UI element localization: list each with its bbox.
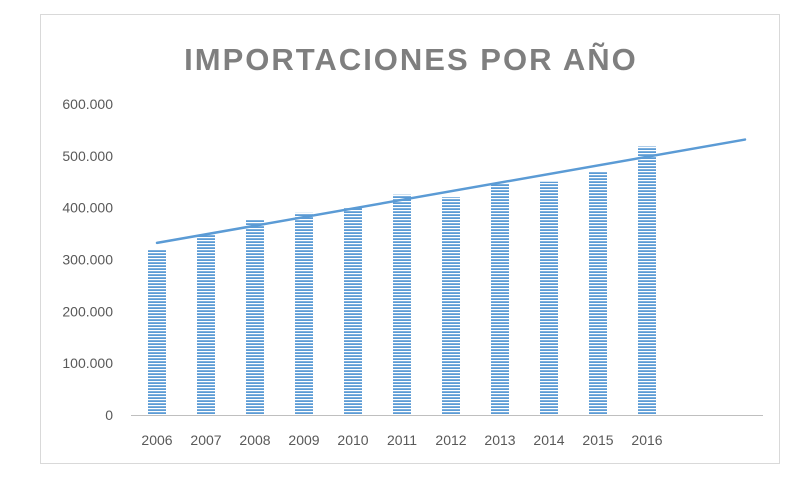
- bar: [589, 171, 607, 415]
- bar: [148, 249, 166, 415]
- x-tick-label: 2016: [631, 432, 662, 448]
- bar: [540, 181, 558, 415]
- bar: [442, 197, 460, 415]
- bar: [393, 194, 411, 415]
- bar: [246, 219, 264, 415]
- x-tick-label: 2007: [190, 432, 221, 448]
- bar: [197, 234, 215, 415]
- bar: [344, 207, 362, 415]
- x-tick-label: 2015: [582, 432, 613, 448]
- x-tick-label: 2006: [141, 432, 172, 448]
- y-axis-ticks: 0 100.000 200.000 300.000 400.000 500.000 600.…: [62, 96, 113, 423]
- bar-series: [148, 146, 656, 415]
- y-tick-label: 400.000: [62, 200, 113, 216]
- y-tick-label: 100.000: [62, 355, 113, 371]
- bar: [491, 183, 509, 415]
- x-tick-label: 2008: [239, 432, 270, 448]
- x-tick-label: 2013: [484, 432, 515, 448]
- chart-frame: IMPORTACIONES POR AÑO 0 100.000 200.000 300…: [40, 14, 780, 464]
- chart-title: IMPORTACIONES POR AÑO: [184, 42, 638, 77]
- y-tick-label: 600.000: [62, 96, 113, 112]
- x-tick-label: 2012: [435, 432, 466, 448]
- chart-svg: IMPORTACIONES POR AÑO 0 100.000 200.000 300…: [62, 42, 763, 448]
- y-tick-label: 0: [105, 407, 113, 423]
- bar: [295, 212, 313, 415]
- x-tick-label: 2010: [337, 432, 368, 448]
- x-axis-ticks: 2006 2007 2008 2009 2010 2011 2012 2013 2014 2015…: [141, 432, 662, 448]
- y-tick-label: 300.000: [62, 252, 113, 268]
- x-tick-label: 2009: [288, 432, 319, 448]
- y-tick-label: 500.000: [62, 148, 113, 164]
- x-tick-label: 2014: [533, 432, 564, 448]
- trendline: [155, 138, 747, 245]
- bar: [638, 146, 656, 415]
- x-tick-label: 2011: [387, 432, 417, 448]
- y-tick-label: 200.000: [62, 303, 113, 319]
